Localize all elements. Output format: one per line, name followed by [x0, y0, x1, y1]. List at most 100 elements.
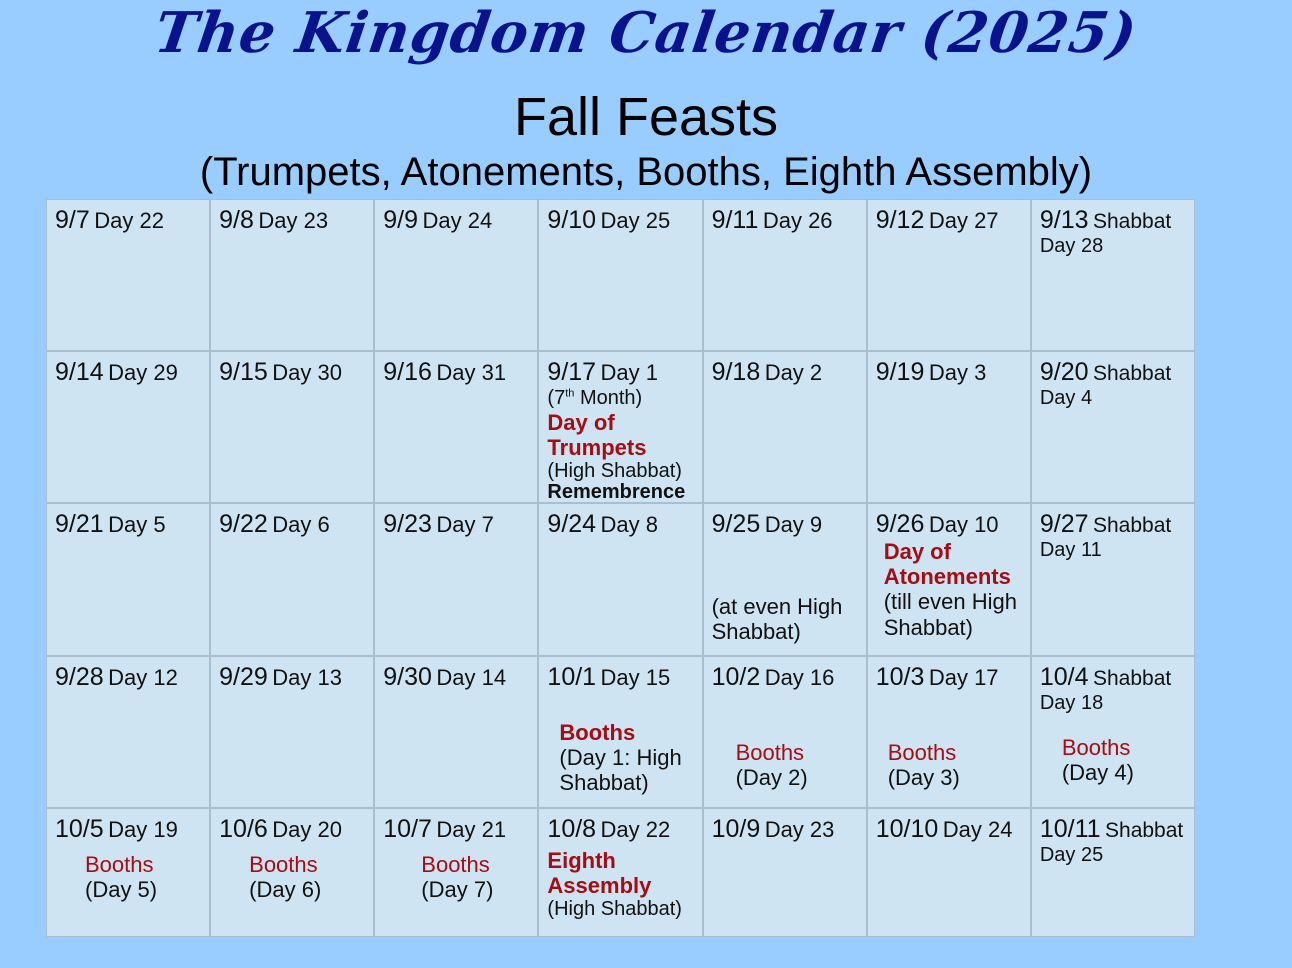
feast-note-text: (Day 4)	[1061, 760, 1134, 786]
feast-note-text: th	[565, 387, 575, 400]
feast-note-line: Booths	[559, 720, 695, 745]
feast-note-line: (7th Month)	[547, 387, 695, 410]
calendar-day-cell: 9/24 Day 8	[538, 503, 703, 656]
date-label: 9/28	[55, 663, 104, 691]
calendar-day-cell: 10/6 Day 20 Booths (Day 6)	[210, 808, 375, 937]
feast-note-text: Atonements	[883, 564, 1011, 590]
feast-note-line: (at even High	[712, 594, 860, 619]
day-count: Day 5	[108, 512, 166, 537]
day-header: 10/1 Day 15	[547, 663, 695, 692]
calendar-day-cell: 10/8 Day 22 Eighth Assembly (High Shabbat)	[538, 808, 703, 937]
day-count: Day 8	[600, 512, 659, 537]
feast-note-text: Booths	[887, 739, 957, 765]
feast-note: (7th Month) Day of Trumpets (High Shabbat) R…	[547, 387, 695, 503]
day-count: Day 21	[436, 817, 507, 842]
calendar-day-cell: 9/7 Day 22	[46, 199, 211, 351]
date-label: 9/29	[219, 663, 268, 691]
feast-note-text: Shabbat)	[711, 619, 801, 645]
feast-note: Booths (Day 3)	[888, 740, 1024, 791]
day-header: 10/7 Day 21	[383, 815, 531, 844]
day-header: 9/23 Day 7	[383, 510, 531, 539]
day-count: Day 24	[422, 208, 493, 233]
feast-note-text: Day of	[883, 538, 951, 564]
day-header: 9/24 Day 8	[547, 510, 695, 539]
feast-note: Booths (Day 4)	[1062, 735, 1188, 786]
date-label: 9/9	[383, 206, 419, 234]
date-label: 10/8	[547, 815, 597, 843]
day-header: 9/8 Day 23	[219, 206, 367, 235]
day-count: Day 30	[272, 360, 342, 385]
feast-note-text: (till even High	[883, 589, 1017, 615]
day-count: Day 2	[764, 360, 823, 385]
day-header: 9/29 Day 13	[219, 663, 367, 692]
date-label: 9/30	[383, 663, 432, 691]
feast-note-line: Atonements	[884, 564, 1024, 589]
date-label: 9/27	[1039, 510, 1089, 538]
calendar-day-cell: 9/29 Day 13	[210, 656, 375, 808]
feast-note: Eighth Assembly (High Shabbat)	[547, 848, 695, 922]
date-label: 10/7	[383, 815, 432, 843]
day-header: 10/10 Day 24	[876, 815, 1024, 844]
day-count: Day 22	[94, 208, 164, 233]
day-count: Day 17	[928, 665, 999, 690]
day-count: Day 26	[762, 208, 833, 233]
feast-note-text: Eighth	[547, 847, 616, 873]
shabbat-label: Shabbat	[1092, 514, 1172, 537]
feast-note-text: Trumpets	[547, 435, 647, 461]
day-header: 10/8 Day 22	[547, 815, 695, 844]
calendar-day-cell: 9/8 Day 23	[210, 199, 375, 351]
date-label: 9/20	[1039, 358, 1089, 386]
feast-note-line: (Day 4)	[1062, 760, 1188, 785]
date-label: 9/7	[55, 206, 90, 234]
date-label: 9/19	[875, 358, 925, 386]
calendar-day-cell: 9/11 Day 26	[702, 199, 867, 351]
feast-note: (at even High Shabbat)	[712, 594, 860, 645]
feast-note: Day of Atonements (till even High Shabbat)	[884, 539, 1024, 640]
feast-note-text: Shabbat)	[883, 614, 973, 640]
day-header: 9/21 Day 5	[55, 510, 203, 539]
date-label: 9/15	[219, 358, 268, 386]
calendar-day-cell: 10/9 Day 23	[702, 808, 867, 937]
calendar-day-cell: 9/12 Day 27	[866, 199, 1031, 351]
day-count: Day 4	[1039, 386, 1093, 409]
date-label: 9/10	[547, 206, 597, 234]
feast-note: Booths (Day 7)	[421, 852, 531, 903]
calendar-day-cell: 9/13 Shabbat Day 28	[1030, 199, 1195, 351]
calendar-day-cell: 10/5 Day 19 Booths (Day 5)	[46, 808, 211, 937]
calendar-day-cell: 9/26 Day 10 Day of Atonements (till even Hi…	[866, 503, 1031, 656]
calendar-day-cell: 10/2 Day 16 Booths (Day 2)	[702, 656, 867, 808]
feast-note-line: (till even High	[884, 589, 1024, 614]
day-count: Day 31	[436, 360, 507, 385]
day-header: 10/5 Day 19	[55, 815, 203, 844]
feast-note-line: Shabbat)	[712, 619, 860, 644]
calendar-day-cell: 9/27 Shabbat Day 11	[1030, 503, 1195, 656]
feast-note-line: Booths	[249, 852, 367, 877]
day-count: Day 20	[272, 817, 342, 842]
feast-note-text: (Day 2)	[735, 765, 808, 791]
calendar-day-cell: 10/11 Shabbat Day 25	[1030, 808, 1195, 937]
day-header: 10/4 Shabbat	[1040, 663, 1188, 692]
feast-note-line: Booths	[736, 740, 860, 765]
feast-note-line: (Day 7)	[421, 877, 531, 902]
feast-note-text: (at even High	[711, 593, 843, 619]
feast-note-text: (Day 6)	[249, 877, 322, 903]
feast-note-line: Booths	[421, 852, 531, 877]
day-count: Day 25	[1039, 843, 1104, 866]
date-label: 9/11	[711, 206, 759, 234]
calendar-day-cell: 10/1 Day 15 Booths (Day 1: High Shabbat)	[538, 656, 703, 808]
calendar-day-cell: 10/4 Shabbat Day 18 Booths (Day 4)	[1030, 656, 1195, 808]
calendar-day-cell: 10/7 Day 21 Booths (Day 7)	[374, 808, 539, 937]
day-count: Day 11	[1039, 538, 1102, 561]
day-header: 9/13 Shabbat	[1040, 206, 1188, 235]
feast-note-line: Assembly	[547, 873, 695, 898]
date-label: 10/6	[219, 815, 268, 843]
day-header: 9/18 Day 2	[712, 358, 860, 387]
date-label: 9/8	[219, 206, 254, 234]
date-label: 9/12	[875, 206, 925, 234]
calendar-day-cell: 9/25 Day 9 (at even High Shabbat)	[702, 503, 867, 656]
day-count: Day 15	[600, 665, 671, 690]
day-count: Day 29	[108, 360, 178, 385]
day-header: 10/6 Day 20	[219, 815, 367, 844]
day-header: 9/14 Day 29	[55, 358, 203, 387]
feast-note-text: (Day 1: High	[559, 745, 682, 771]
